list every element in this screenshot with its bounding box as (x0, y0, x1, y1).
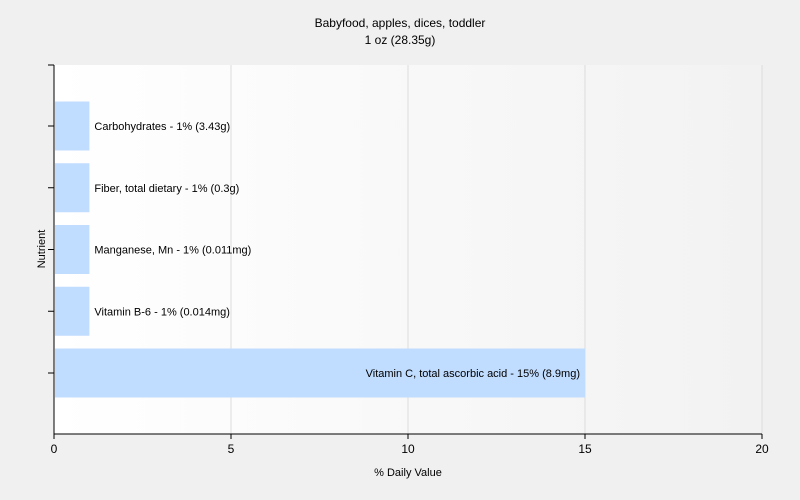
x-tick-label: 5 (228, 442, 235, 456)
x-tick-label: 10 (401, 442, 415, 456)
bar (55, 225, 90, 274)
bar-label: Manganese, Mn - 1% (0.011mg) (94, 245, 251, 257)
bar-label: Vitamin C, total ascorbic acid - 15% (8.… (366, 368, 580, 380)
chart-title: Babyfood, apples, dices, toddler (315, 16, 486, 30)
x-axis-title: % Daily Value (374, 467, 442, 479)
chart-subtitle: 1 oz (28.35g) (365, 33, 436, 47)
bar (55, 348, 585, 398)
y-axis-title: Nutrient (36, 230, 48, 269)
bars: Carbohydrates - 1% (3.43g) Fiber, total d… (55, 101, 585, 398)
bar (55, 101, 90, 151)
bar (55, 286, 90, 336)
bar (55, 163, 90, 213)
bar-label: Vitamin B-6 - 1% (0.014mg) (94, 306, 230, 318)
x-tick-label: 0 (51, 442, 58, 456)
axes: 0 5 10 15 20 (48, 64, 769, 456)
x-tick-label: 20 (755, 442, 769, 456)
x-tick-label: 15 (578, 442, 592, 456)
bar-label: Fiber, total dietary - 1% (0.3g) (94, 183, 239, 195)
bar-label: Carbohydrates - 1% (3.43g) (94, 121, 230, 133)
